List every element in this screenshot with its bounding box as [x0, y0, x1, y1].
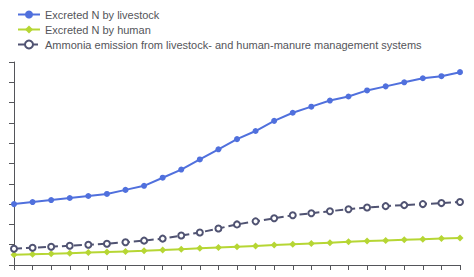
svg-text:Excreted N by human: Excreted N by human: [45, 24, 151, 36]
svg-text:Ammonia emission from livestoc: Ammonia emission from livestock- and hum…: [45, 39, 422, 51]
svg-text:Excreted N by livestock: Excreted N by livestock: [45, 9, 160, 21]
